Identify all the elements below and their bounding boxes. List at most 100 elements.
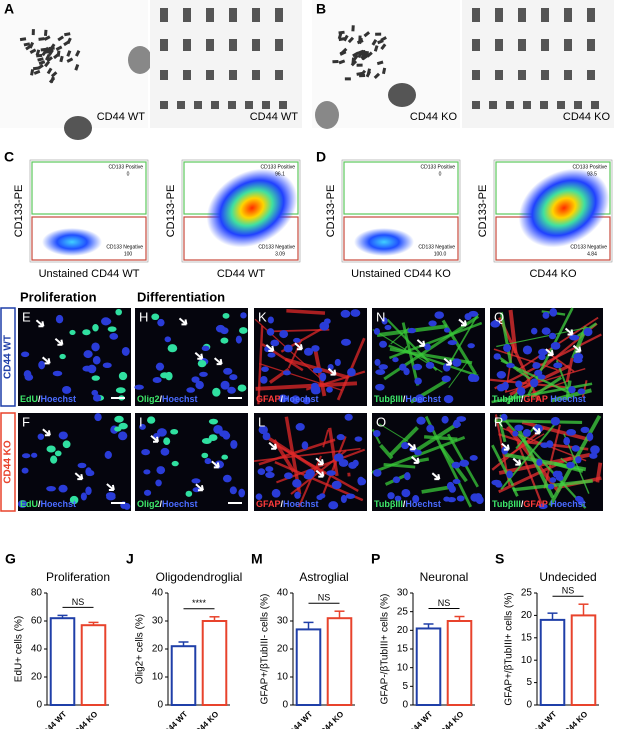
chromosome <box>46 56 53 63</box>
chromosome-pair <box>275 8 283 22</box>
x-axis-label: Unstained CD44 KO <box>351 268 451 280</box>
y-tick-label: 10 <box>152 672 164 683</box>
chromosome <box>40 47 47 52</box>
panel-letter: B <box>316 1 326 17</box>
arrow <box>41 356 51 365</box>
cell-nucleus <box>318 493 326 499</box>
cell-nucleus <box>506 470 513 479</box>
fiber <box>424 415 473 508</box>
cell-nucleus <box>265 466 274 472</box>
cell-nucleus <box>115 308 122 316</box>
cell-nucleus <box>278 394 288 403</box>
y-axis-label: CD133-PE <box>477 185 489 238</box>
cell-nucleus <box>303 473 314 480</box>
row-label-box <box>0 307 16 407</box>
gate-value: 96.1 <box>275 171 285 177</box>
chromosome <box>375 32 382 36</box>
cell-nucleus <box>91 342 100 352</box>
cell-nucleus <box>495 482 503 488</box>
cell-nucleus <box>407 327 417 334</box>
cell-nucleus <box>279 330 289 339</box>
cell-nucleus <box>91 375 100 381</box>
cell-nucleus <box>493 353 501 360</box>
chromosome <box>19 37 27 42</box>
bar <box>446 620 473 706</box>
cell-nucleus <box>80 492 87 501</box>
chart-title: Undecided <box>539 570 596 584</box>
stain-segment: Hoechst <box>41 499 77 509</box>
chromosome <box>74 50 81 57</box>
cell-nucleus <box>291 395 301 404</box>
cell-nucleus <box>569 334 580 341</box>
nucleus <box>64 116 92 140</box>
spread-image <box>0 0 148 128</box>
cell-nucleus <box>201 345 210 352</box>
panel-letter: D <box>316 149 326 165</box>
fiber <box>543 424 562 489</box>
cell-nucleus <box>229 486 237 495</box>
cell-nucleus <box>469 454 478 461</box>
chromosome <box>50 71 58 78</box>
y-tick-label: 80 <box>31 588 43 599</box>
stain-segment: TubβIII <box>492 499 521 509</box>
cell-nucleus <box>54 450 62 457</box>
fiber <box>530 379 570 394</box>
y-tick-label: 25 <box>521 588 533 599</box>
cell-nucleus <box>334 358 341 367</box>
chromosome <box>45 53 51 61</box>
y-tick-label: 15 <box>397 644 409 655</box>
chromosome-pair <box>472 70 480 80</box>
chromosome-pair <box>495 8 503 22</box>
cell-nucleus <box>58 431 68 440</box>
chart-title: Oligodendroglial <box>156 570 243 584</box>
x-tick-label: CD44 KO <box>435 710 466 729</box>
image-label: CD44 WT <box>250 111 299 123</box>
panel-letter: L <box>258 414 265 429</box>
chromosome-pair <box>472 101 480 109</box>
arrow <box>315 457 325 466</box>
negative-gate <box>31 216 147 261</box>
cell-nucleus <box>284 472 293 480</box>
cell-nucleus <box>155 362 165 371</box>
chromosome <box>371 39 378 46</box>
cell-nucleus <box>566 461 575 469</box>
cell-nucleus <box>324 318 331 325</box>
cell-nucleus <box>24 374 34 381</box>
stain-segment: Hoechst <box>548 499 586 509</box>
cell-nucleus <box>59 353 66 360</box>
panel-letter: C <box>4 149 14 165</box>
chromosome-pair <box>194 101 202 109</box>
stain-caption: GFAP/Hoechst <box>256 499 319 509</box>
stain-segment: / <box>281 394 284 404</box>
cell-nucleus <box>434 311 445 319</box>
cell-nucleus <box>464 313 472 321</box>
cell-nucleus <box>404 472 411 481</box>
x-axis-label: Unstained CD44 WT <box>39 268 140 280</box>
cell-nucleus <box>467 373 477 383</box>
cell-nucleus <box>340 338 351 346</box>
panel-letter: N <box>376 309 385 324</box>
stain-segment: Hoechst <box>283 394 319 404</box>
chromosome <box>347 36 355 44</box>
y-tick-label: 20 <box>277 644 289 655</box>
fiber <box>506 391 520 405</box>
cell-nucleus <box>401 488 411 498</box>
y-tick-label: 20 <box>31 672 43 683</box>
chromosome-pair <box>229 39 237 51</box>
stain-caption: Olig2/Hoechst <box>137 394 198 404</box>
chromosome-pair <box>206 8 214 22</box>
gate-label: CD133 Positive <box>109 164 144 170</box>
cell-nucleus <box>270 339 280 347</box>
y-axis-label: Olig2+ cells (%) <box>135 614 146 684</box>
chromosome <box>23 42 31 47</box>
cell-nucleus <box>152 376 162 383</box>
stain-segment: / <box>38 499 41 509</box>
chromosome-pair <box>564 39 572 51</box>
chart-title: Proliferation <box>46 570 110 584</box>
bar <box>295 628 322 707</box>
micrograph: L GFAP/Hoechst <box>253 413 367 511</box>
chromosome <box>66 50 72 57</box>
x-tick-label: CD44 KO <box>315 710 346 729</box>
chromosome-pair <box>587 39 595 51</box>
cell-nucleus <box>399 363 407 371</box>
